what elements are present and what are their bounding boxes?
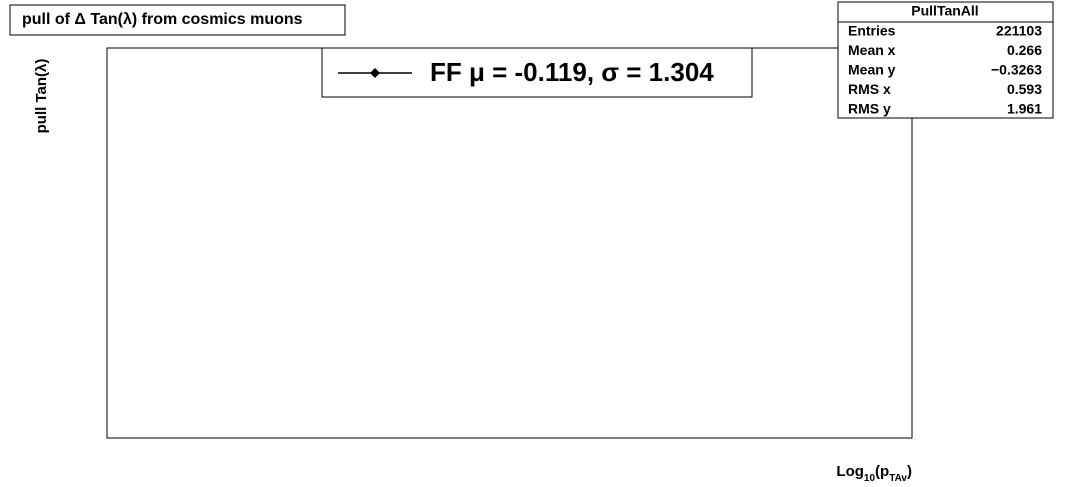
x-label-part: Log (836, 463, 864, 480)
x-axis-label: Log10(pTAv) (836, 463, 912, 484)
stats-value: 0.266 (1007, 42, 1042, 58)
stats-label: RMS y (848, 101, 891, 117)
legend-marker (370, 68, 380, 78)
stats-value: 0.593 (1007, 81, 1042, 97)
stats-label: Mean x (848, 42, 896, 58)
stats-title: PullTanAll (911, 3, 978, 19)
x-label-part: (p (875, 463, 889, 480)
x-label-part: 10 (864, 473, 876, 484)
stats-frame (837, 1, 1054, 119)
stats-value: 1.961 (1007, 101, 1042, 117)
x-label-part: ) (907, 463, 912, 480)
stats-box: PullTanAll Entries 221103 Mean x 0.266 Mean … (837, 1, 1054, 119)
stats-value: 221103 (996, 23, 1042, 39)
x-label-part: TAv (889, 473, 907, 484)
stats-label: Mean y (848, 62, 896, 78)
stats-label: Entries (848, 23, 896, 39)
y-axis-label: pull Tan(λ) (33, 59, 50, 134)
legend-label: FF μ = -0.119, σ = 1.304 (430, 57, 714, 87)
title-box (9, 4, 346, 36)
stats-label: RMS x (848, 81, 891, 97)
stats-value: −0.3263 (991, 62, 1042, 78)
chart-title: pull of Δ Tan(λ) from cosmics muons (22, 11, 303, 28)
